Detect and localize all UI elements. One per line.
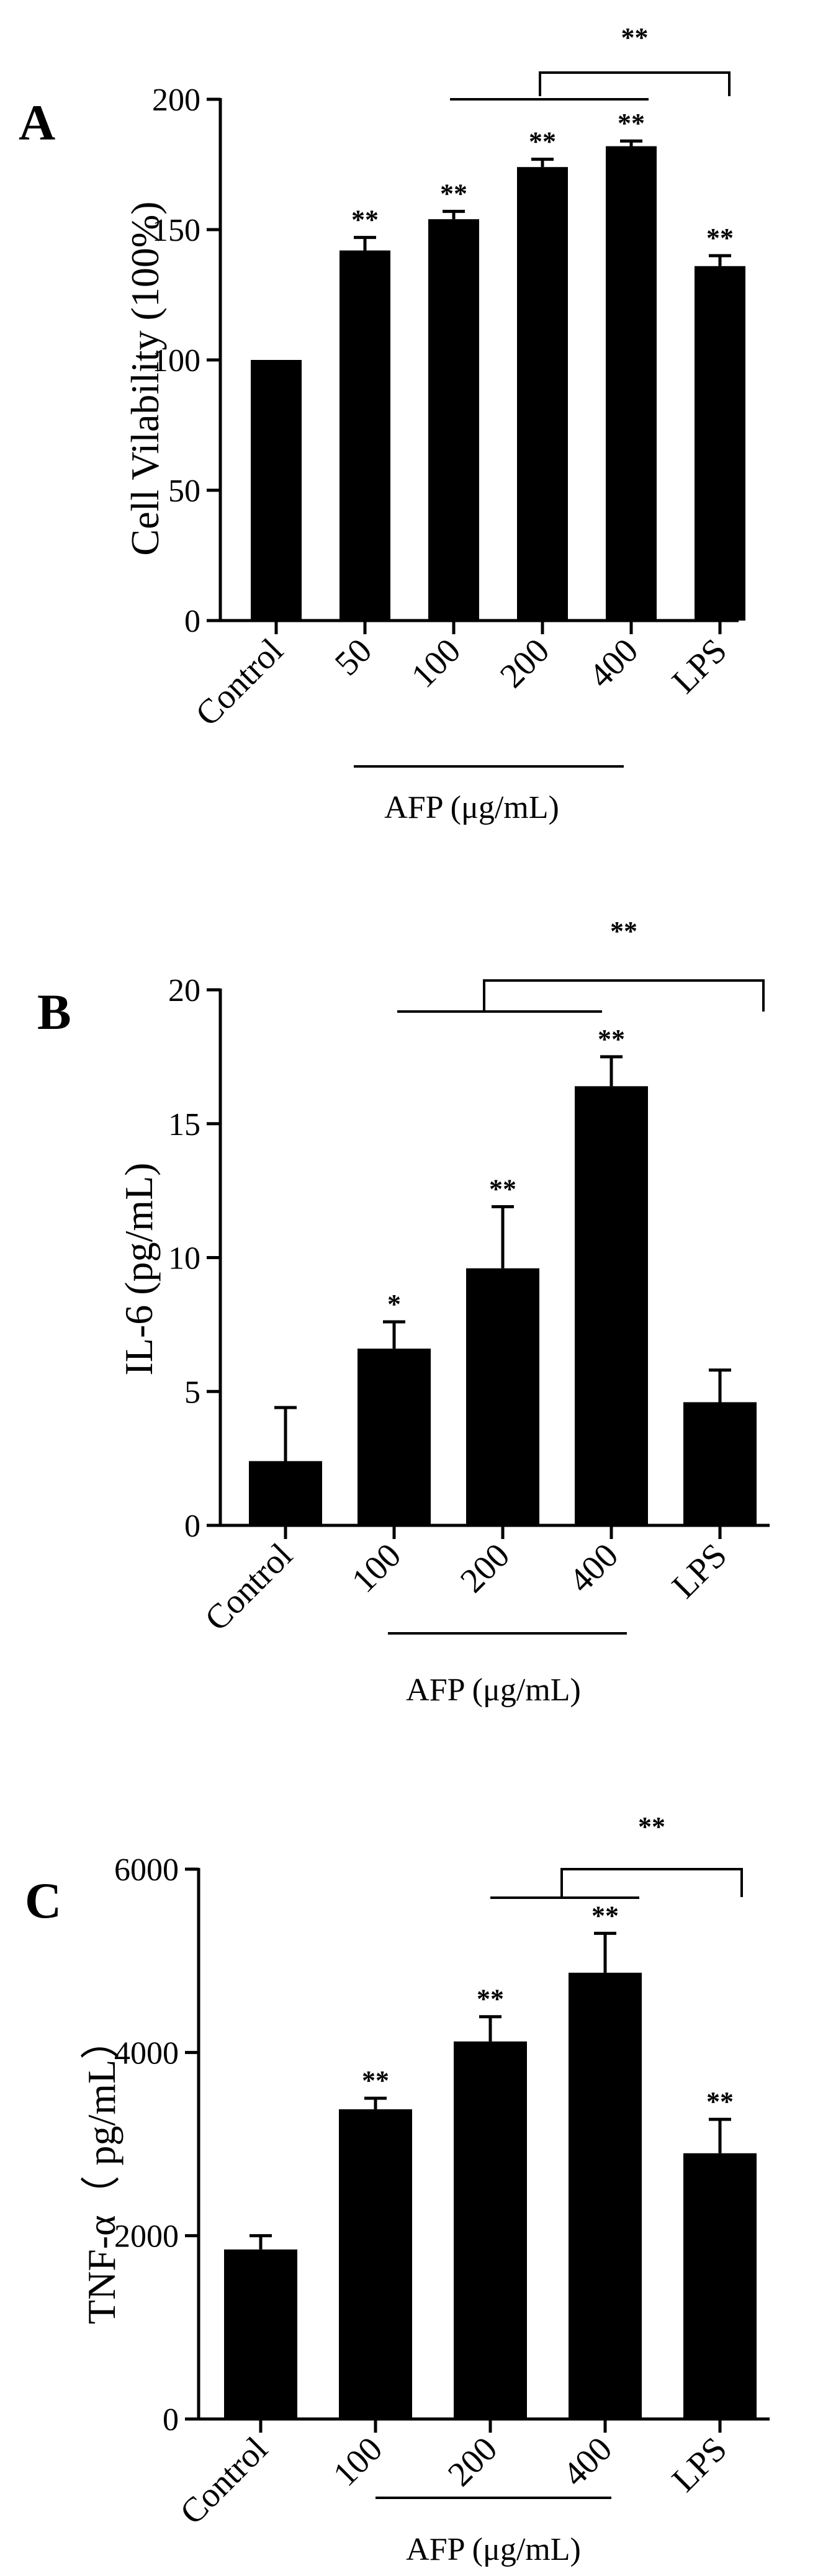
x-tick-label: 400: [582, 631, 645, 695]
bar: [339, 2109, 412, 2419]
significance-label: **: [351, 205, 379, 235]
bar: [224, 2249, 297, 2419]
x-tick-label: 100: [344, 1536, 408, 1600]
y-tick-label: 6000: [114, 1852, 179, 1888]
bar: [466, 1268, 539, 1525]
y-tick-label: 50: [168, 473, 200, 509]
y-axis-label: IL-6 (pg/mL): [117, 1163, 161, 1376]
panel-letter: C: [25, 1872, 61, 1929]
x-tick-label: 200: [493, 631, 557, 695]
y-tick-label: 20: [168, 973, 200, 1008]
x-tick-label: 200: [441, 2430, 505, 2493]
y-tick-label: 0: [163, 2402, 179, 2438]
bar: [428, 219, 479, 621]
y-tick-label: 4000: [114, 2035, 179, 2071]
x-tick-label: Control: [188, 631, 290, 734]
comparison-bracket: [560, 1868, 743, 1897]
bar: [340, 250, 390, 621]
bar: [569, 1972, 642, 2419]
y-tick-label: 2000: [114, 2219, 179, 2255]
x-tick-label: LPS: [665, 2430, 734, 2499]
x-tick-label: 200: [453, 1536, 517, 1600]
group-label: AFP (μg/mL): [406, 1672, 581, 1708]
panel-b: B IL-6 (pg/mL) 0 5 10 15 20 Control * 100 ** 200 *…: [37, 916, 770, 1708]
significance-label: **: [489, 1174, 516, 1205]
y-tick-label: 15: [168, 1107, 200, 1142]
x-tick-label: 50: [328, 631, 379, 683]
y-tick-label: 200: [152, 83, 200, 118]
significance-label: **: [706, 2086, 734, 2117]
y-tick-label: 10: [168, 1241, 200, 1277]
panel-a: A Cell Vilability (100%) 0 50 100 150 200 Con…: [19, 22, 745, 825]
bar: [575, 1086, 648, 1525]
comparison-bracket: [539, 71, 731, 96]
x-tick-label: LPS: [665, 631, 734, 701]
bar: [251, 360, 302, 621]
panel-letter: A: [19, 94, 55, 151]
comparison-bracket: [483, 979, 765, 1012]
group-label: AFP (μg/mL): [406, 2532, 581, 2567]
significance-label: **: [598, 1024, 625, 1054]
x-tick-label: 400: [555, 2430, 619, 2493]
chart-marks: 0 50 100 150 200 Control ** 50 ** 100 ** 200 ** 400 **…: [152, 22, 745, 768]
bar: [695, 266, 745, 621]
significance-label: **: [706, 223, 734, 253]
panel-letter: B: [37, 984, 71, 1040]
y-tick-label: 100: [152, 343, 200, 379]
y-tick-label: 5: [184, 1375, 200, 1410]
chart-marks: 0 5 10 15 20 Control * 100 ** 200 ** 400 LPS **: [168, 916, 770, 1638]
bar: [683, 1402, 757, 1525]
bar: [249, 1461, 322, 1525]
bar: [606, 146, 657, 621]
chart-marks: 0 2000 4000 6000 Control ** 100 ** 200 ** 400 ** LPS…: [114, 1811, 770, 2532]
bar: [358, 1349, 431, 1525]
y-tick-label: 0: [184, 604, 200, 639]
x-tick-label: Control: [173, 2430, 275, 2532]
bar: [517, 167, 568, 621]
group-label: AFP (μg/mL): [384, 790, 559, 825]
x-tick-label: 100: [404, 631, 468, 695]
comparison-label: **: [610, 916, 637, 946]
bar: [454, 2041, 527, 2419]
panel-c: C TNF-α（ pg/mL） 0 2000 4000 6000 Control ** 10…: [25, 1811, 770, 2567]
significance-label: **: [440, 179, 467, 209]
significance-label: **: [477, 1984, 504, 2014]
significance-label: **: [362, 2065, 389, 2096]
bar: [683, 2153, 757, 2419]
x-tick-label: 100: [326, 2430, 390, 2493]
x-tick-label: LPS: [665, 1536, 734, 1605]
x-tick-label: 400: [562, 1536, 626, 1600]
significance-label: **: [618, 108, 645, 138]
y-tick-label: 150: [152, 213, 200, 248]
comparison-label: **: [638, 1811, 665, 1842]
significance-label: **: [591, 1900, 619, 1931]
significance-label: *: [387, 1289, 401, 1319]
x-tick-label: Control: [197, 1536, 300, 1638]
y-tick-label: 0: [184, 1509, 200, 1544]
y-axis-label: TNF-α（ pg/mL）: [79, 2020, 124, 2324]
y-axis-label: Cell Vilability (100%): [123, 202, 167, 556]
comparison-label: **: [621, 22, 649, 53]
significance-label: **: [529, 127, 556, 157]
